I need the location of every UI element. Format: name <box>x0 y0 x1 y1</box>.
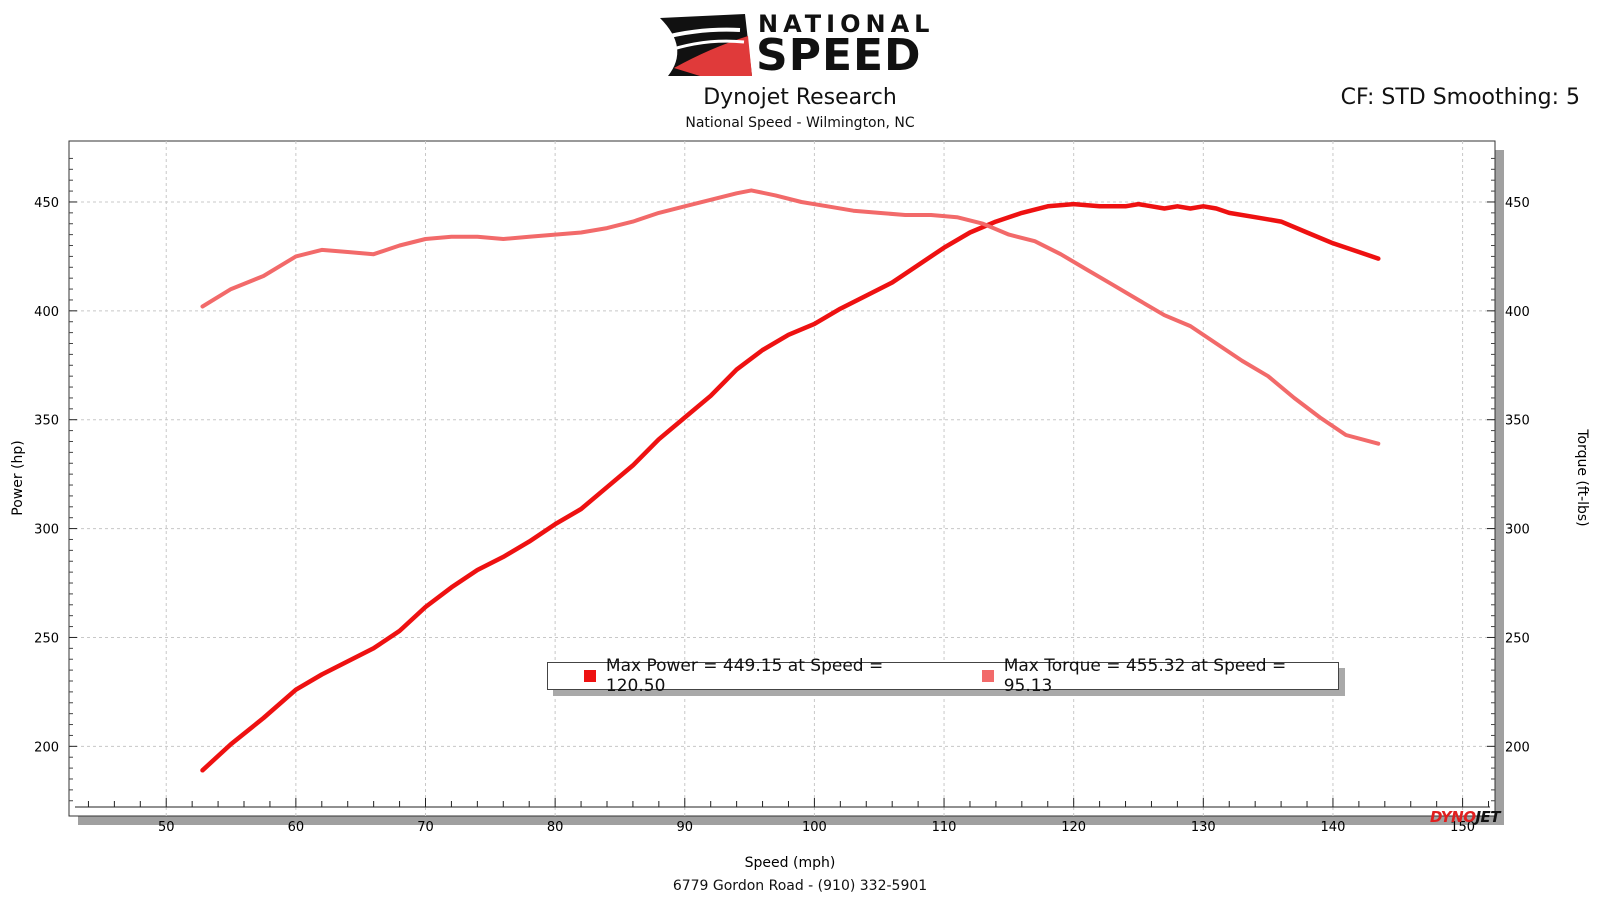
y-tick-label: 400 <box>34 305 59 320</box>
correction-factor-label: CF: STD Smoothing: 5 <box>1340 85 1580 110</box>
chart-title: Dynojet Research <box>703 85 897 110</box>
x-tick-label: 140 <box>1321 820 1346 835</box>
series-line-torque <box>200 188 1381 446</box>
y2-tick-label: 200 <box>1505 740 1530 755</box>
y2-tick-label: 350 <box>1505 414 1530 429</box>
logo-text-speed: SPEED <box>756 30 922 81</box>
y2-tick-label: 300 <box>1505 523 1530 538</box>
y-tick-label: 450 <box>34 196 59 211</box>
x-tick-label: 100 <box>802 820 827 835</box>
footer-address: 6779 Gordon Road - (910) 332-5901 <box>672 878 928 894</box>
x-tick-label: 150 <box>1450 820 1475 835</box>
logo-swoosh-icon <box>660 14 752 76</box>
x-tick-label: 80 <box>547 820 564 835</box>
chart-subtitle: National Speed - Wilmington, NC <box>685 115 915 131</box>
x-axis: 50 60 70 80 90 100 110 120 130 140 150 <box>75 798 1490 835</box>
x-tick-label: 120 <box>1061 820 1086 835</box>
chart-legend: Max Power = 449.15 at Speed = 120.50 Max… <box>547 656 1339 696</box>
x-tick-label: 90 <box>676 820 693 835</box>
legend-text-power: Max Power = 449.15 at Speed = 120.50 <box>605 656 884 696</box>
legend-swatch-torque <box>981 670 994 682</box>
dynojet-logo: DYNOJET <box>1430 808 1501 826</box>
x-tick-label: 130 <box>1191 820 1216 835</box>
x-tick-label: 60 <box>288 820 305 835</box>
x-tick-label: 70 <box>417 820 434 835</box>
x-tick-label: 110 <box>932 820 957 835</box>
left-axis-ticks: 200 250 300 350 400 450 <box>34 157 77 802</box>
y2-tick-label: 450 <box>1505 196 1530 211</box>
logo-text-national: NATIONAL <box>758 10 935 38</box>
y-tick-label: 250 <box>34 631 59 646</box>
grid-lines <box>69 141 1495 816</box>
legend-text-torque: Max Torque = 455.32 at Speed = 95.13 <box>1003 656 1287 696</box>
series-line-power <box>200 201 1381 773</box>
plot-area <box>68 140 1496 817</box>
y2-tick-label: 250 <box>1505 631 1530 646</box>
y2-axis-label: Torque (ft-lbs) <box>1574 428 1590 526</box>
y-axis-label: Power (hp) <box>10 440 26 515</box>
y-tick-label: 350 <box>34 414 59 429</box>
y-tick-label: 200 <box>34 740 59 755</box>
legend-swatch-power <box>584 670 596 682</box>
legend-item-power: Max Power = 449.15 at Speed = 120.50 <box>584 656 946 696</box>
dynojet-logo-part2: JET <box>1475 808 1501 826</box>
y-tick-label: 300 <box>34 523 59 538</box>
series-lines <box>200 188 1381 773</box>
legend-item-torque: Max Torque = 455.32 at Speed = 95.13 <box>981 656 1338 696</box>
y2-tick-label: 400 <box>1505 305 1530 320</box>
x-axis-label: Speed (mph) <box>745 855 836 871</box>
dynojet-logo-part1: DYNO <box>1430 808 1476 826</box>
national-speed-logo: NATIONAL SPEED <box>660 8 950 80</box>
right-axis-ticks: 200 250 300 350 400 450 <box>1487 157 1530 802</box>
x-tick-label: 50 <box>158 820 175 835</box>
